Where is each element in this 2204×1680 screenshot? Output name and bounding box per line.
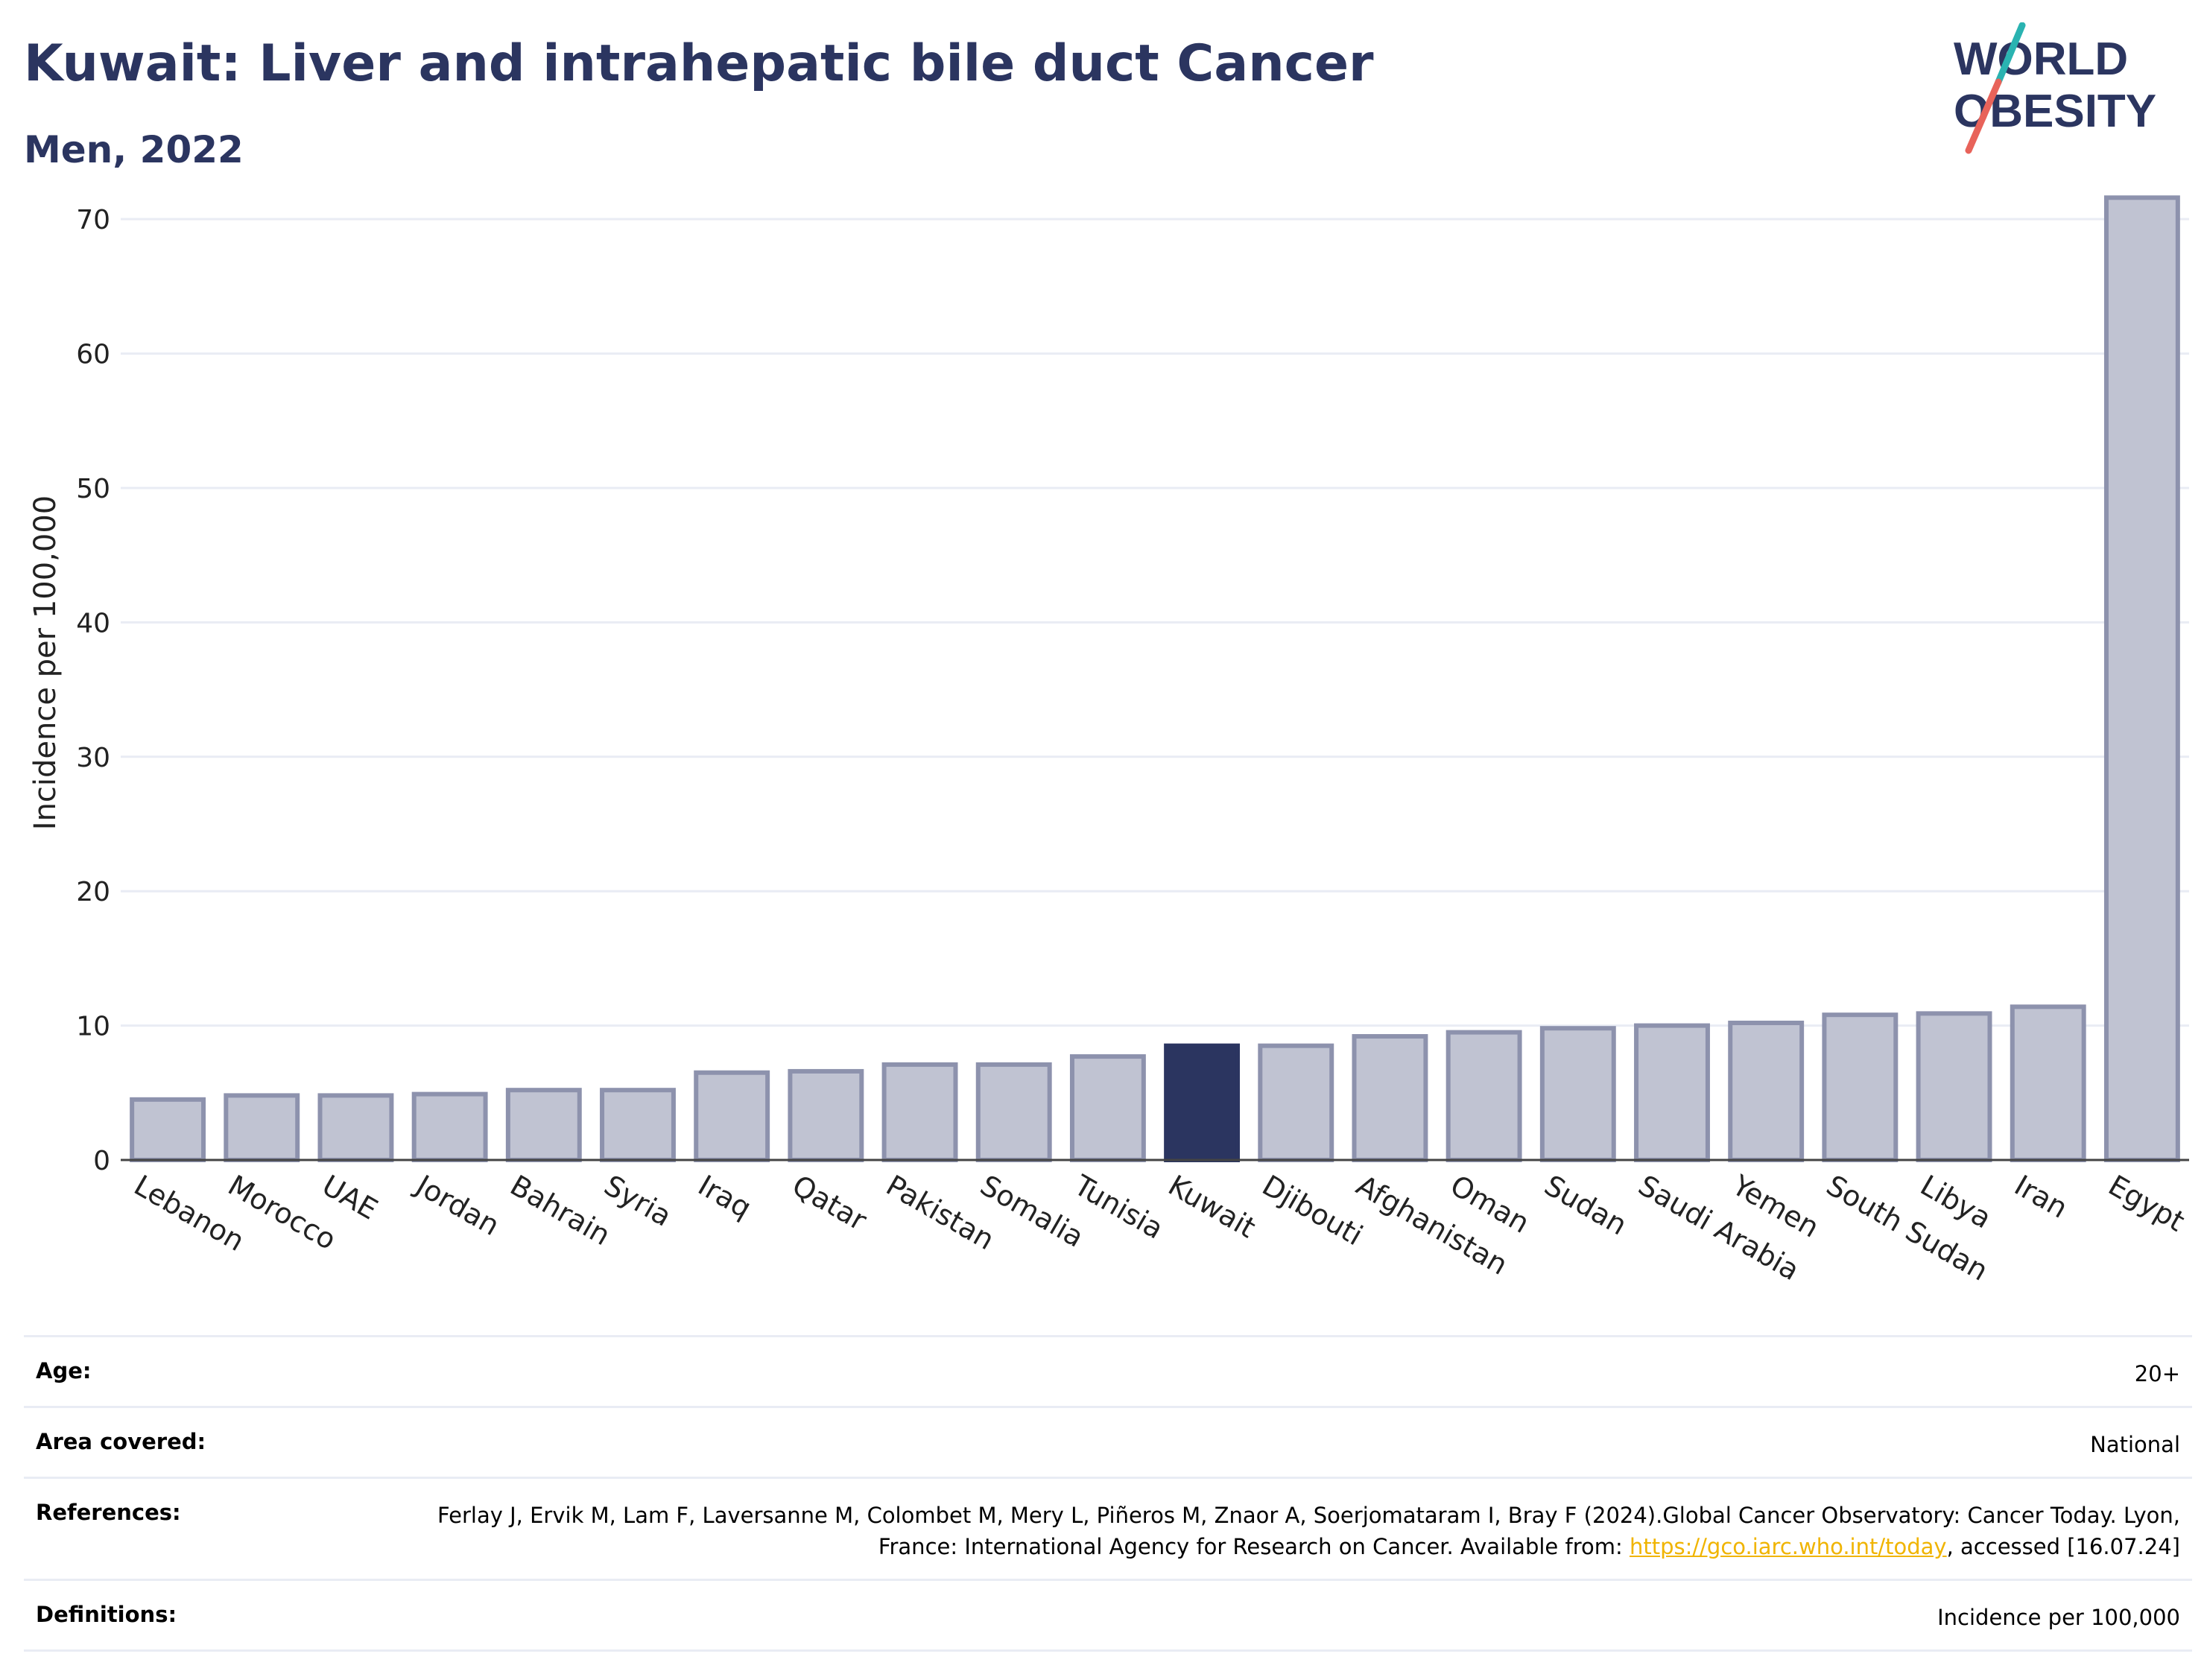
bar-kuwait [1164,1043,1241,1162]
gridlines [121,218,2189,1027]
bar-tunisia [1069,1054,1146,1163]
info-row-area: Area covered: National [24,1406,2192,1477]
references-text: Ferlay J, Ervik M, Lam F, Laversanne M, … [437,1503,2180,1559]
references-label: References: [36,1500,181,1525]
bar-saudi-arabia [1634,1023,1710,1163]
age-value: 20+ [2134,1361,2180,1386]
bar-lebanon [130,1097,206,1163]
bar-somalia [975,1062,1052,1162]
bar-bahrain [505,1088,582,1163]
x-tick-label: Djibouti [1257,1169,1369,1252]
bar-pakistan [881,1062,958,1162]
bar-qatar [788,1068,864,1162]
y-tick-label: 40 [76,608,110,638]
bars [130,195,2180,1163]
x-tick-label: Egypt [2103,1169,2190,1238]
x-tick-label: Pakistan [881,1169,1000,1257]
references-value: Ferlay J, Ervik M, Lam F, Laversanne M, … [377,1500,2180,1562]
logo-text-world: WORLD [1954,34,2128,85]
bar-iran [2010,1004,2086,1163]
x-tick-label: Bahrain [504,1169,615,1252]
age-label: Age: [36,1358,92,1383]
y-tick-label: 0 [93,1146,110,1176]
info-row-age: Age: 20+ [24,1335,2192,1406]
bar-libya [1916,1011,1992,1163]
chart-title: Kuwait: Liver and intrahepatic bile duct… [24,34,1374,93]
x-tick-label: Sudan [1539,1169,1633,1242]
x-tick-label: Saudi Arabia [1633,1169,1805,1287]
world-obesity-logo: WORLD OBESITY [1954,22,2156,154]
info-row-references: References: Ferlay J, Ervik M, Lam F, La… [24,1477,2192,1579]
bar-syria [600,1088,676,1163]
bar-egypt [2103,195,2180,1163]
references-link[interactable]: https://gco.iarc.who.int/today [1629,1534,1947,1559]
bar-morocco [224,1093,300,1162]
logo-slash-top-icon [1995,22,2026,86]
x-tick-label: Iran [2009,1169,2073,1225]
y-tick-label: 60 [76,340,110,370]
bar-sudan [1539,1026,1616,1163]
y-tick-label: 10 [76,1012,110,1042]
references-suffix: , accessed [16.07.24] [1946,1534,2180,1559]
definitions-value: Incidence per 100,000 [1937,1605,2180,1630]
x-tick-label: South Sudan [1821,1169,1994,1287]
bar-afghanistan [1352,1034,1428,1162]
x-tick-label: Iraq [693,1169,757,1225]
logo-slash-bottom-icon [1965,78,2002,154]
area-value: National [2090,1432,2180,1457]
chart-subtitle: Men, 2022 [24,128,244,171]
y-tick-label: 20 [76,877,110,907]
info-row-definitions: Definitions: Incidence per 100,000 [24,1579,2192,1652]
bar-iraq [694,1070,770,1162]
x-tick-label: Qatar [787,1169,873,1237]
x-tick-label: Jordan [409,1168,504,1243]
y-tick-label: 30 [76,743,110,773]
bar-oman [1445,1030,1522,1162]
bar-jordan [411,1091,488,1162]
info-table: Age: 20+ Area covered: National Referenc… [24,1335,2192,1652]
y-tick-label: 50 [76,474,110,504]
bar-djibouti [1258,1043,1334,1162]
bar-yemen [1728,1020,1805,1162]
bar-south-sudan [1822,1012,1899,1162]
bar-uae [317,1093,394,1162]
y-tick-labels: 0 10 20 30 40 50 60 70 [76,205,110,1176]
area-label: Area covered: [36,1429,206,1454]
x-tick-label: Kuwait [1163,1169,1261,1245]
x-tick-label: UAE [317,1169,383,1226]
y-axis-title: Incidence per 100,000 [28,495,63,831]
definitions-label: Definitions: [36,1602,177,1627]
y-tick-label: 70 [76,205,110,235]
